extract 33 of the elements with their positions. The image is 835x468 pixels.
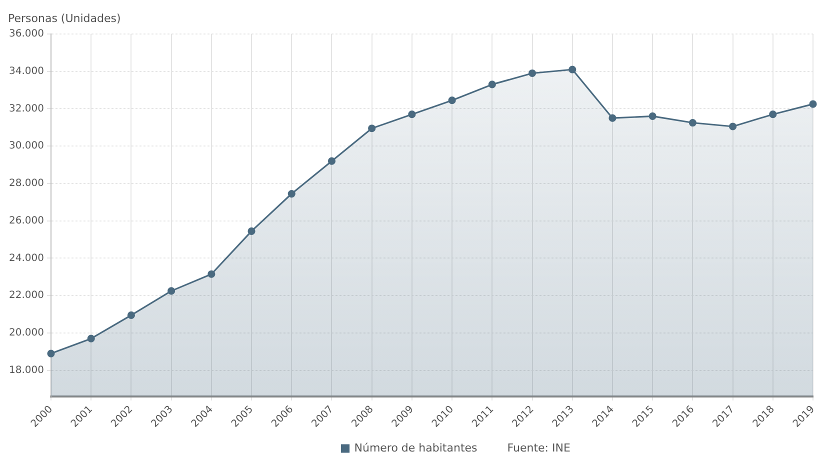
- y-tick-label: 28.000: [8, 178, 44, 190]
- y-tick-label: 32.000: [8, 103, 44, 114]
- point: [448, 96, 456, 104]
- y-tick-label: 30.000: [8, 140, 44, 152]
- point: [608, 114, 616, 122]
- point: [688, 118, 696, 127]
- point: [728, 122, 737, 130]
- point: [809, 100, 817, 108]
- point: [168, 287, 176, 295]
- legend-label: Número de habitantes: [354, 441, 478, 454]
- point: [87, 334, 95, 342]
- point: [47, 350, 55, 358]
- point: [288, 190, 296, 198]
- point: [408, 110, 416, 118]
- point: [368, 124, 376, 132]
- y-tick-label: 36.000: [8, 28, 44, 40]
- point: [208, 270, 216, 278]
- y-tick-label: 22.000: [8, 290, 44, 302]
- y-tick-label: 18.000: [8, 364, 44, 376]
- source-note: Fuente: INE: [507, 441, 570, 454]
- y-tick-label: 24.000: [8, 252, 44, 264]
- point: [488, 80, 496, 88]
- point: [127, 311, 135, 320]
- point: [769, 110, 777, 118]
- y-tick-label: 20.000: [8, 328, 44, 339]
- point: [328, 157, 336, 165]
- y-tick-label: 34.000: [8, 66, 44, 77]
- point: [528, 69, 536, 78]
- y-axis-title: Personas (Unidades): [8, 12, 121, 25]
- point: [248, 227, 256, 235]
- y-tick-label: 26.000: [8, 215, 44, 226]
- point: [568, 66, 576, 74]
- point: [648, 112, 656, 120]
